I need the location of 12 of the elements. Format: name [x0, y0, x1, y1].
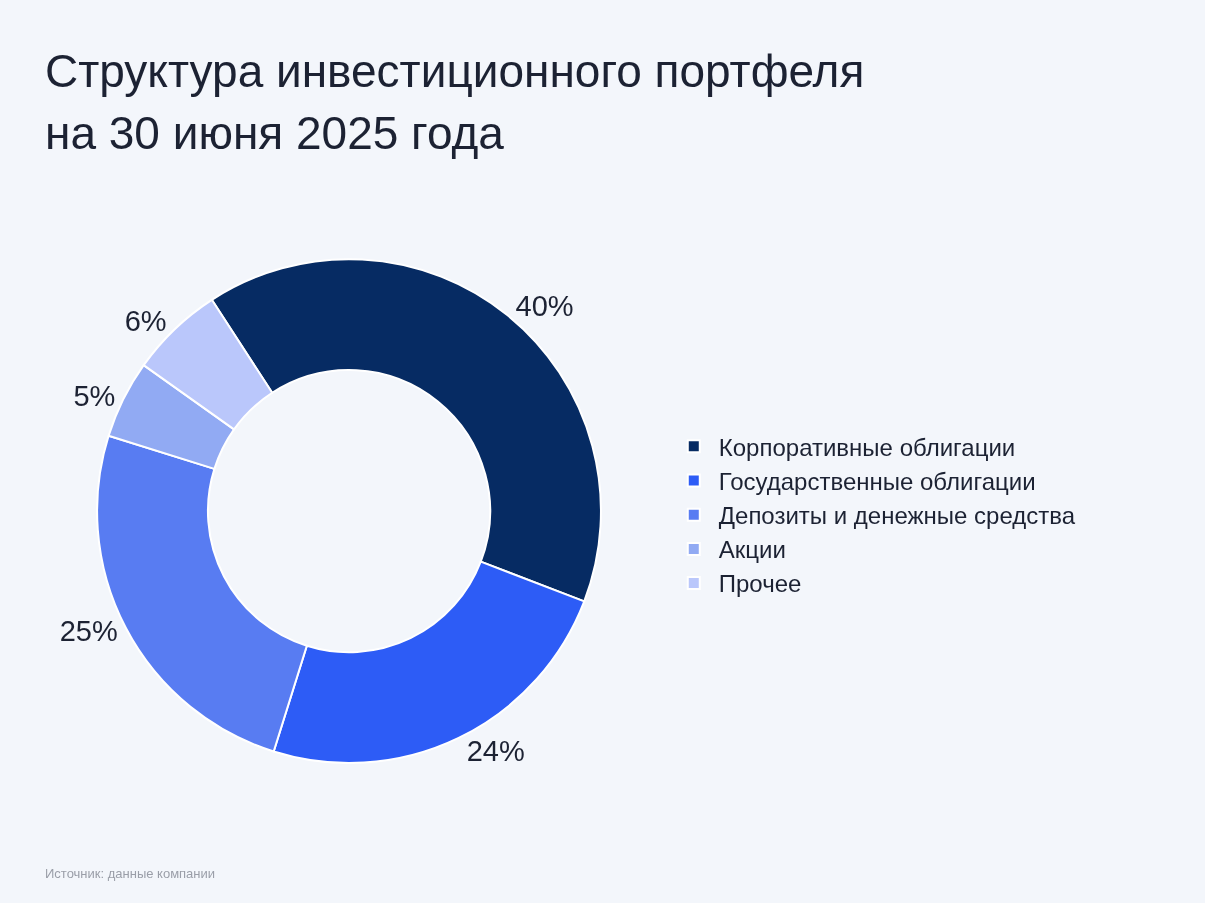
data-label: 40%	[515, 289, 574, 322]
legend-label: Государственные облигации	[718, 467, 1036, 495]
data-label: 24%	[466, 734, 525, 767]
legend-label: Корпоративные облигации	[718, 433, 1016, 461]
chart-title: Структура инвестиционного портфеля на 30 июня 2025 года	[45, 44, 866, 161]
legend-label: Прочее	[718, 570, 802, 598]
data-label: 25%	[59, 615, 118, 648]
text: Источник: данные компании	[45, 866, 216, 881]
legend-label: Акции	[718, 536, 786, 564]
legend-label: Депозиты и денежные средства	[718, 502, 1076, 530]
data-label: 5%	[73, 379, 116, 412]
data-label: 6%	[124, 304, 167, 337]
